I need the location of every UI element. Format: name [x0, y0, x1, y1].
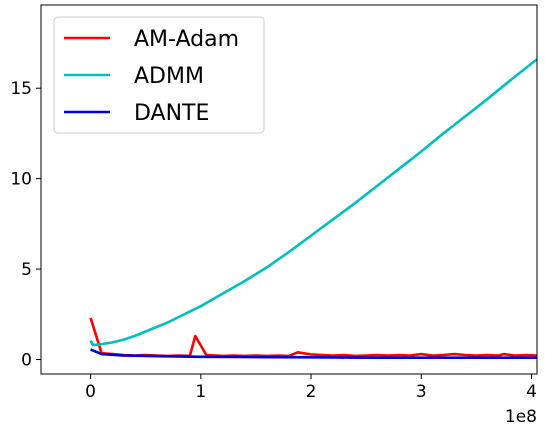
legend: AM-Adam ADMM DANTE: [53, 16, 265, 134]
legend-box: [53, 16, 265, 134]
x-offset-label: 1e8: [505, 407, 537, 427]
plot-frame: [40, 4, 538, 375]
legend-label: ADMM: [134, 64, 204, 89]
y-tick-label: 0: [21, 351, 32, 371]
series-line-am-adam: [89, 317, 537, 358]
x-tick-label: 1: [195, 382, 206, 402]
x-tick-label: 2: [306, 382, 317, 402]
legend-label: AM-Adam: [134, 27, 239, 52]
legend-label: DANTE: [134, 101, 209, 126]
series-layer: [89, 58, 537, 360]
series-line-admm: [89, 58, 537, 347]
series-line-dante: [90, 348, 537, 360]
y-tick-label: 10: [10, 170, 32, 190]
x-tick-label: 0: [85, 382, 96, 402]
axes-layer: 0 1 2 3 4 0 5 10 15 1e8: [10, 4, 538, 427]
x-tick-label: 3: [416, 382, 427, 402]
y-tick-label: 5: [21, 260, 32, 280]
x-tick-label: 4: [526, 382, 537, 402]
y-tick-label: 15: [10, 79, 32, 99]
